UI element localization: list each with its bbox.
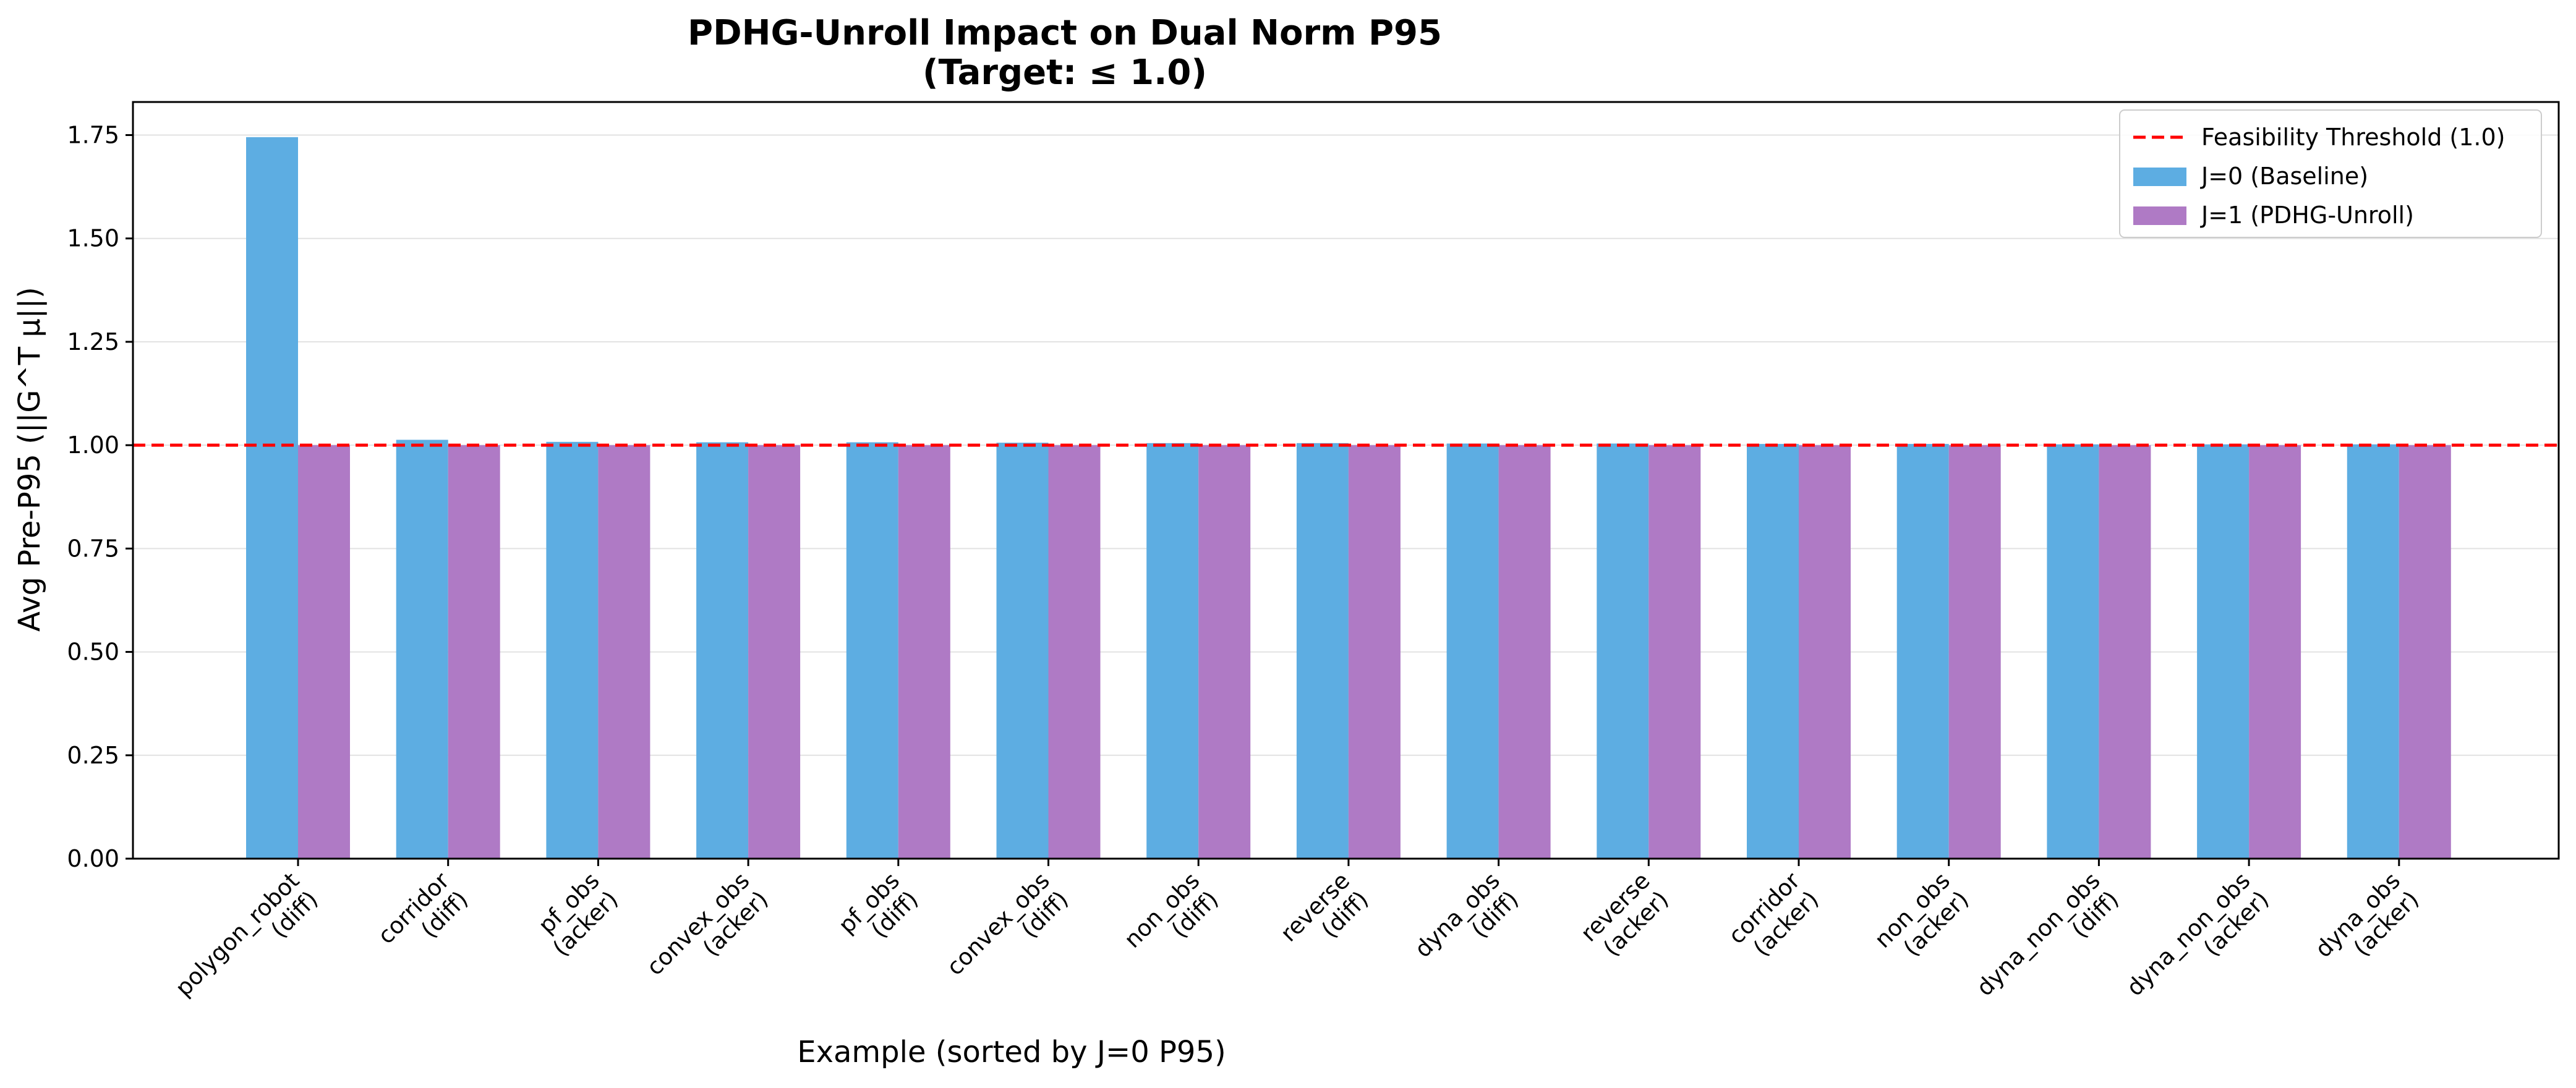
bar-j0-baseline <box>1446 443 1499 859</box>
bar-j1-pdhg-unroll <box>748 445 801 859</box>
bars <box>246 137 2451 859</box>
x-tick-label: corridor(diff) <box>373 867 474 967</box>
bar-j1-pdhg-unroll <box>1048 445 1101 859</box>
bar-j0-baseline <box>696 442 749 859</box>
chart-title: PDHG-Unroll Impact on Dual Norm P95 <box>688 13 1442 53</box>
bar-j1-pdhg-unroll <box>1948 445 2001 859</box>
bar-j0-baseline <box>1146 443 1199 859</box>
x-tick-label: corridor(acker) <box>1723 867 1824 967</box>
bar-j1-pdhg-unroll <box>2249 445 2301 859</box>
x-tick-label: non_obs(acker) <box>1869 867 1974 972</box>
bar-j1-pdhg-unroll <box>598 445 650 859</box>
x-tick-label: dyna_non_obs(acker) <box>2122 867 2274 1020</box>
bar-j0-baseline <box>2347 444 2399 859</box>
bar-j0-baseline <box>246 137 298 859</box>
x-tick-label: pf_obs(acker) <box>529 867 623 961</box>
y-axis-label: Avg Pre-P95 (||G^T μ||) <box>12 287 47 632</box>
bar-j1-pdhg-unroll <box>2099 445 2151 859</box>
x-tick-label: reverse(acker) <box>1576 867 1674 966</box>
plot-frame <box>132 101 2560 860</box>
bar-j1-pdhg-unroll <box>1648 445 1701 859</box>
x-tick-label: polygon_robot(diff) <box>170 867 323 1020</box>
legend-j0-swatch <box>2133 168 2186 186</box>
x-tick-label: convex_obs(acker) <box>641 867 773 999</box>
bar-j0-baseline <box>846 442 898 859</box>
x-tick-label: dyna_non_obs(diff) <box>1971 867 2124 1020</box>
y-axis: 0.00 0.25 0.50 0.75 1.00 1.25 1.50 1.75 <box>67 122 133 872</box>
bar-j1-pdhg-unroll <box>1498 445 1551 859</box>
bar-j0-baseline <box>1747 444 1799 859</box>
y-tick-label: 0.75 <box>67 535 119 562</box>
bar-j1-pdhg-unroll <box>448 445 500 859</box>
y-tick-label: 1.75 <box>67 122 119 149</box>
legend-label-threshold: Feasibility Threshold (1.0) <box>2201 124 2506 151</box>
bar-j0-baseline <box>2197 444 2250 859</box>
bar-j0-baseline <box>546 441 599 859</box>
bar-j0-baseline <box>2047 444 2099 859</box>
legend: Feasibility Threshold (1.0) J=0 (Baseline… <box>2119 109 2542 238</box>
bar-j0-baseline <box>396 440 448 859</box>
bar-j1-pdhg-unroll <box>1799 445 1851 859</box>
bar-j1-pdhg-unroll <box>298 445 350 859</box>
bar-j0-baseline <box>1896 444 1949 859</box>
x-axis: polygon_robot(diff) corridor(diff) pf_obs(… <box>170 859 2425 1020</box>
y-tick-label: 1.50 <box>67 225 119 252</box>
legend-box <box>2119 109 2542 238</box>
bar-j1-pdhg-unroll <box>1348 445 1401 859</box>
bar-j0-baseline <box>1296 443 1349 859</box>
y-tick-label: 0.25 <box>67 742 119 769</box>
x-axis-label: Example (sorted by J=0 P95) <box>797 1035 1226 1069</box>
bar-j1-pdhg-unroll <box>1198 445 1251 859</box>
y-tick-label: 0.00 <box>67 845 119 872</box>
x-tick-label: reverse(diff) <box>1276 867 1374 966</box>
x-tick-label: dyna_obs(diff) <box>1410 867 1524 982</box>
x-tick-label: pf_obs(diff) <box>834 867 924 958</box>
y-tick-label: 1.00 <box>67 431 119 459</box>
x-tick-label: dyna_obs(acker) <box>2310 867 2425 982</box>
legend-label-j1: J=1 (PDHG-Unroll) <box>2200 202 2414 229</box>
legend-j1-swatch <box>2133 206 2186 225</box>
y-tick-label: 0.50 <box>67 639 119 666</box>
legend-label-j0: J=0 (Baseline) <box>2200 163 2368 190</box>
bar-j0-baseline <box>996 443 1049 859</box>
y-tick-label: 1.25 <box>67 328 119 355</box>
bar-j1-pdhg-unroll <box>898 445 950 859</box>
bar-j1-pdhg-unroll <box>2399 445 2451 859</box>
chart-subtitle: (Target: ≤ 1.0) <box>923 53 1207 93</box>
x-tick-label: convex_obs(diff) <box>942 867 1073 999</box>
bar-j0-baseline <box>1597 443 1649 859</box>
x-tick-label: non_obs(diff) <box>1119 867 1224 972</box>
